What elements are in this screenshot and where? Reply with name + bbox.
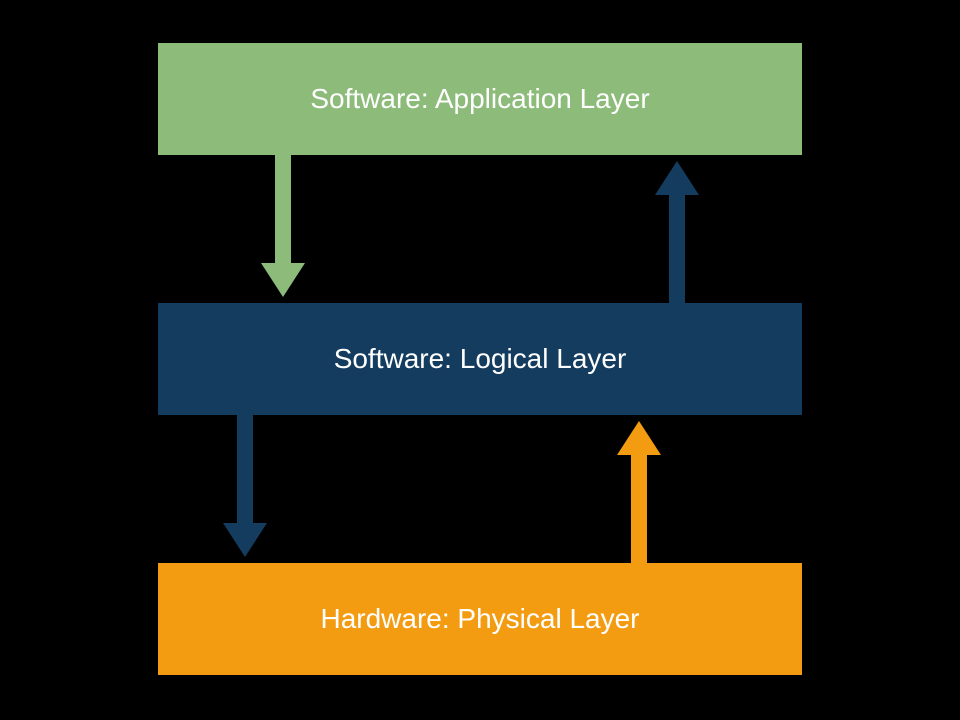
physical-to-logical-arrow xyxy=(617,421,661,563)
logical-to-physical-arrow xyxy=(223,415,267,557)
logical-layer-box: Software: Logical Layer xyxy=(158,303,802,415)
logical-layer-label: Software: Logical Layer xyxy=(334,343,627,375)
logical-to-app-arrow xyxy=(655,161,699,303)
app-to-logical-arrow xyxy=(261,155,305,297)
application-layer-box: Software: Application Layer xyxy=(158,43,802,155)
application-layer-label: Software: Application Layer xyxy=(310,83,649,115)
physical-layer-label: Hardware: Physical Layer xyxy=(320,603,639,635)
physical-layer-box: Hardware: Physical Layer xyxy=(158,563,802,675)
